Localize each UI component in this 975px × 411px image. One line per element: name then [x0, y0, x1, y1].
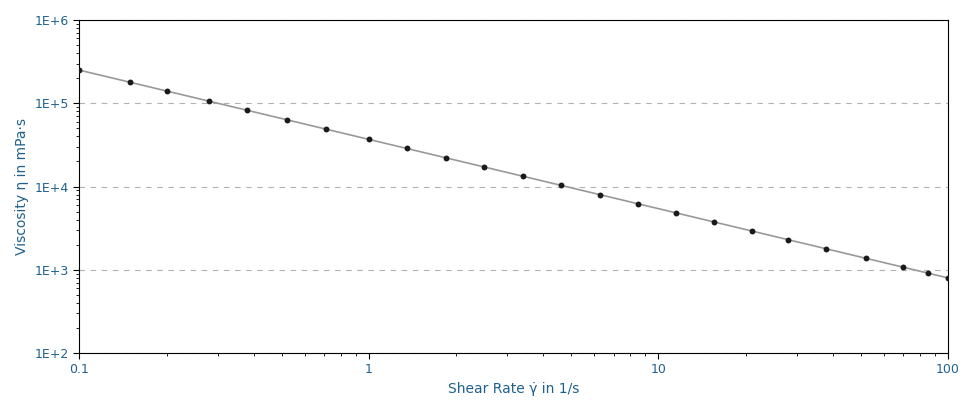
Point [630, 201, 645, 207]
Point [399, 145, 414, 152]
Point [515, 173, 530, 180]
X-axis label: Shear Rate γ̇ in 1/s: Shear Rate γ̇ in 1/s [448, 382, 579, 396]
Point [819, 245, 835, 252]
Point [240, 107, 255, 113]
Point [668, 210, 683, 216]
Point [477, 164, 492, 170]
Point [919, 270, 935, 276]
Point [439, 155, 454, 161]
Point [123, 79, 138, 85]
Point [858, 255, 874, 261]
Point [159, 88, 175, 94]
Point [706, 219, 722, 225]
Point [744, 228, 760, 234]
Point [318, 126, 333, 132]
Y-axis label: Viscosity η in mPa·s: Viscosity η in mPa·s [15, 118, 29, 255]
Point [593, 192, 608, 198]
Point [780, 236, 796, 243]
Point [71, 67, 87, 74]
Point [279, 116, 294, 123]
Point [201, 98, 216, 104]
Point [361, 136, 376, 143]
Point [940, 275, 956, 281]
Point [895, 264, 911, 270]
Point [553, 182, 568, 189]
